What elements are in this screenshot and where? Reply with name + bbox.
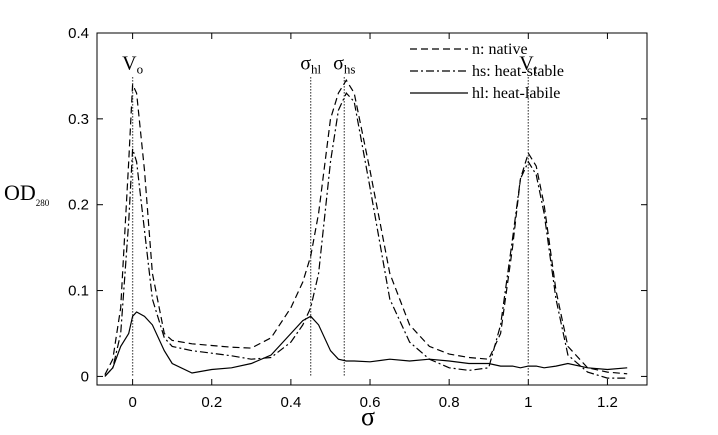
x-tick-label: 0.8 [439, 394, 460, 411]
marker-label: Vt [519, 52, 537, 76]
y-tick-label: 0.3 [68, 111, 89, 128]
legend-label: n: native [472, 41, 528, 58]
marker-sub: t [534, 61, 538, 76]
legend-label: hs: heat-stable [472, 63, 564, 80]
series-line [104, 79, 628, 375]
x-tick-label: 1.2 [597, 394, 618, 411]
marker-text: σ [300, 52, 311, 74]
marker-label: σhs [333, 52, 355, 76]
x-tick-label: 1 [524, 394, 532, 411]
x-tick-label: 0.4 [280, 394, 301, 411]
x-axis-label: σ [361, 402, 375, 431]
y-tick-label: 0.2 [68, 197, 89, 214]
y-axis-label: OD280 [4, 180, 50, 208]
marker-sub: o [137, 61, 144, 76]
x-tick-label: 0 [128, 394, 136, 411]
marker-text: σ [333, 52, 344, 74]
series-line [104, 311, 628, 377]
y-axis-label-sub: 280 [36, 198, 50, 208]
x-tick-label: 0.6 [360, 394, 381, 411]
x-tick-label: 0.2 [201, 394, 222, 411]
marker-sub: hl [311, 61, 322, 76]
marker-label: σhl [300, 52, 321, 76]
y-tick-label: 0.1 [68, 283, 89, 300]
y-axis-label-main: OD [4, 180, 36, 205]
plot-frame [96, 32, 648, 386]
series-line [104, 92, 628, 379]
legend-label: hl: heat-labile [472, 85, 560, 102]
marker-sub: hs [344, 61, 356, 76]
marker-text: V [122, 52, 137, 74]
y-tick-label: 0 [81, 368, 89, 385]
marker-label: Vo [122, 52, 143, 76]
y-tick-label: 0.4 [68, 25, 89, 42]
marker-text: V [519, 52, 534, 74]
